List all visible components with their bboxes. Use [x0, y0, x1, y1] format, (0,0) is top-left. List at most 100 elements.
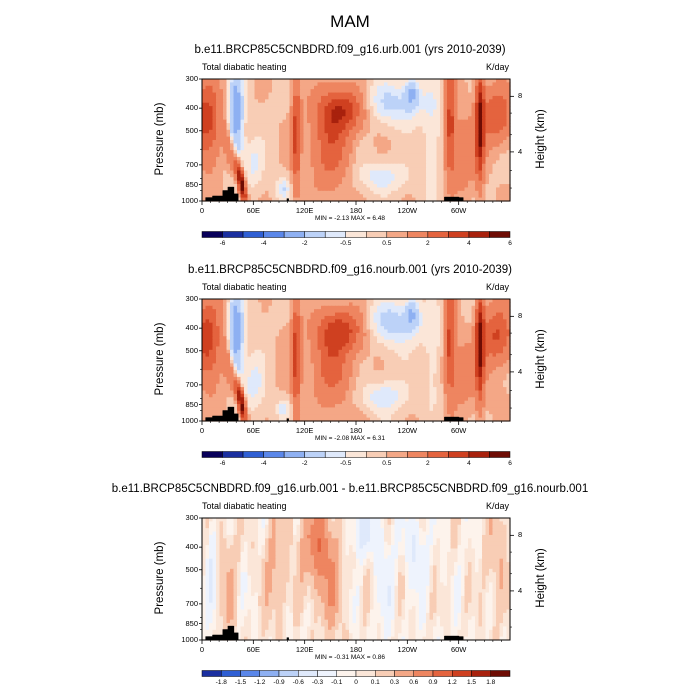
panel-0-colorbar-label: -6 [219, 240, 226, 247]
panel-1-lon-tick: 120W [397, 426, 418, 435]
panel-1-height-tick: 4 [518, 366, 523, 376]
panel-0-colorbar-label: -4 [260, 240, 267, 247]
panel-0-pressure-tick: 1000 [181, 196, 198, 205]
panel-2-colorbar-label: 1.2 [447, 679, 457, 686]
colorbar-swatch [304, 231, 326, 238]
colorbar-swatch [263, 451, 285, 458]
panel-2-colorbar-label: 1.8 [486, 679, 496, 686]
panel-2-topography [205, 625, 464, 640]
panel-2-plot [199, 517, 514, 644]
colorbar-swatch [490, 670, 511, 677]
panel-0-minmax-label: MIN = -2.13 MAX = 6.48 [314, 215, 386, 222]
panel-2-lon-tick: 60W [450, 645, 467, 654]
colorbar-swatch [324, 451, 346, 458]
panel-2-colorbar-label: -1.5 [234, 679, 247, 686]
panel-1-pressure-tick: 850 [185, 399, 198, 409]
colorbar-swatch [283, 231, 305, 238]
panel-0-units-label: K/day [486, 62, 510, 72]
colorbar-swatch [298, 670, 318, 677]
panel-0-colorbar-label: 0.5 [382, 240, 392, 247]
panel-0-colorbar-label: -0.5 [340, 240, 352, 247]
panel-2-contour-field [202, 518, 511, 641]
panel-2-pressure-tick: 700 [185, 598, 198, 608]
panel-1-units-label: K/day [486, 282, 510, 292]
colorbar-swatch [468, 451, 490, 458]
panel-1-pressure-tick: 500 [185, 345, 198, 355]
panel-1-pressure-tick: 300 [185, 294, 198, 303]
colorbar-swatch [317, 670, 337, 677]
panel-2-height-tick: 8 [518, 530, 523, 540]
panel-0-lon-tick: 60E [246, 206, 260, 215]
colorbar-swatch [407, 231, 429, 238]
panel-1-colorbar [201, 451, 511, 458]
panel-1-lon-tick: 0 [199, 426, 205, 435]
colorbar-swatch [489, 451, 511, 458]
panel-1-height-tick: 8 [518, 311, 523, 321]
colorbar-swatch [468, 231, 490, 238]
panel-2-colorbar-label: 0.3 [389, 679, 400, 686]
panel-2-title: b.e11.BRCP85C5CNBDRD.f09_g16.urb.001 - b… [111, 483, 589, 495]
panel-1-lon-tick: 180 [349, 426, 363, 435]
panel-1-variable-label: Total diabatic heating [202, 282, 287, 292]
panel-2-pressure-tick: 400 [185, 542, 198, 552]
panel-1-lon-tick: 60E [246, 426, 260, 435]
colorbar-swatch [263, 231, 285, 238]
colorbar-swatch [242, 231, 264, 238]
colorbar-swatch [452, 670, 472, 677]
panel-1-colorbar-label: 2 [426, 460, 430, 467]
panel-2-colorbar-label: 0 [354, 679, 358, 686]
colorbar-swatch [386, 231, 408, 238]
colorbar-swatch [448, 231, 470, 238]
panel-0-colorbar-label: -2 [301, 240, 308, 247]
colorbar-swatch [304, 451, 326, 458]
panel-0-height-tick: 4 [518, 146, 523, 156]
panel-1-colorbar-label: -6 [219, 460, 226, 467]
panel-1-lon-tick: 60W [450, 426, 467, 435]
colorbar-swatch [427, 231, 449, 238]
panel-2-lon-tick: 60E [246, 645, 260, 654]
figure-title: MAM [330, 12, 370, 31]
panel-2-pressure-tick: 850 [185, 618, 198, 628]
panel-0-lon-tick: 180 [349, 206, 363, 215]
panel-0-topography [205, 186, 464, 201]
panel-2-lon-tick: 120E [295, 645, 314, 654]
panel-0-lon-tick: 0 [199, 206, 205, 215]
colorbar-swatch [489, 231, 511, 238]
colorbar-swatch [407, 451, 429, 458]
panel-0-contour-field [202, 79, 511, 202]
panel-0-pressure-tick: 850 [185, 179, 198, 189]
panel-1-colorbar-label: -2 [301, 460, 308, 467]
panel-2-colorbar-label: -0.6 [292, 679, 304, 686]
colorbar-swatch [345, 451, 367, 458]
colorbar-swatch [222, 451, 244, 458]
panel-2-pressure-tick: 500 [185, 564, 198, 574]
panel-0-pressure-tick: 500 [185, 125, 198, 135]
panel-2-height-tick: 4 [518, 585, 523, 595]
colorbar-swatch [221, 670, 241, 677]
panel-0-colorbar-label: 4 [467, 240, 471, 247]
colorbar-swatch [201, 670, 222, 677]
colorbar-swatch [324, 231, 346, 238]
colorbar-swatch [201, 451, 223, 458]
panel-2-colorbar-label: -0.3 [311, 679, 324, 686]
colorbar-swatch [471, 670, 491, 677]
panel-2-colorbar-label: 0.9 [428, 679, 438, 686]
colorbar-swatch [413, 670, 434, 677]
colorbar-swatch [432, 670, 453, 677]
panel-0-title: b.e11.BRCP85C5CNBDRD.f09_g16.urb.001 (yr… [194, 44, 506, 56]
colorbar-swatch [283, 451, 305, 458]
colorbar-swatch [448, 451, 470, 458]
panel-2-lon-tick: 120W [397, 645, 418, 654]
panel-0-pressure-tick: 400 [185, 103, 198, 113]
panel-2-colorbar-label: -0.9 [273, 679, 285, 686]
panel-1-colorbar-label: 0.5 [382, 460, 392, 467]
panel-2-colorbar-label: 1.5 [466, 679, 477, 686]
panel-2-colorbar-label: 0.6 [409, 679, 419, 686]
panel-2-colorbar [201, 670, 511, 677]
panel-0-height-tick: 8 [518, 91, 523, 101]
colorbar-swatch [345, 231, 367, 238]
panel-1-lon-tick: 120E [295, 426, 314, 435]
panel-2-units-label: K/day [486, 501, 510, 511]
colorbar-swatch [375, 670, 395, 677]
